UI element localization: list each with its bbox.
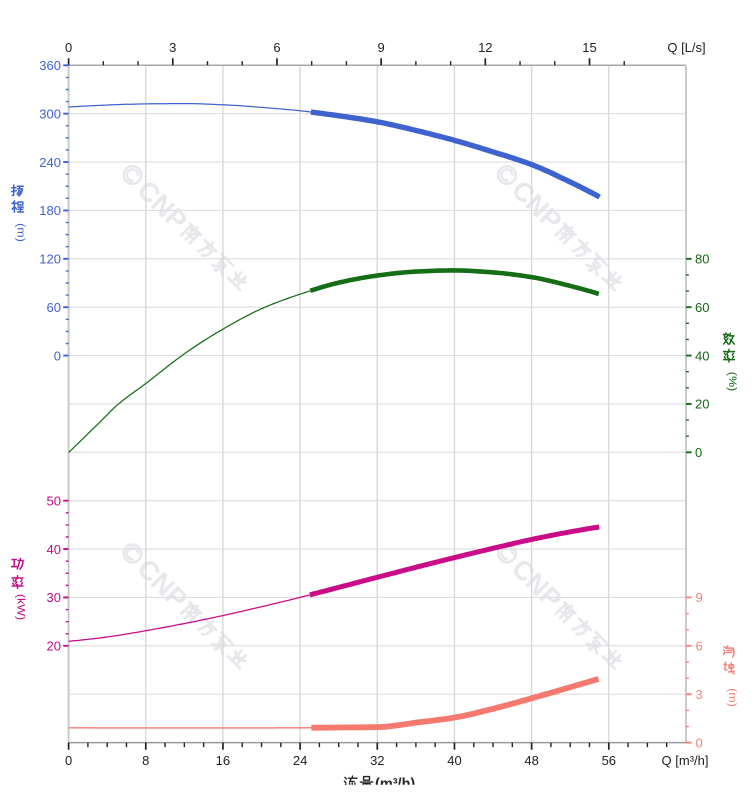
svg-text:60: 60 bbox=[47, 300, 61, 315]
svg-text:12: 12 bbox=[478, 40, 492, 55]
svg-text:6: 6 bbox=[273, 40, 280, 55]
svg-text:60: 60 bbox=[695, 300, 709, 315]
svg-text:0: 0 bbox=[695, 445, 702, 460]
svg-text:80: 80 bbox=[695, 252, 709, 267]
svg-text:8: 8 bbox=[142, 753, 149, 768]
svg-text:40: 40 bbox=[47, 542, 61, 557]
svg-text:(m): (m) bbox=[15, 223, 27, 242]
svg-text:32: 32 bbox=[370, 753, 384, 768]
svg-text:48: 48 bbox=[524, 753, 538, 768]
svg-text:50: 50 bbox=[47, 493, 61, 508]
svg-text:0: 0 bbox=[65, 753, 72, 768]
svg-text:(kW): (kW) bbox=[15, 594, 27, 621]
svg-text:6: 6 bbox=[696, 639, 703, 654]
svg-text:9: 9 bbox=[696, 590, 703, 605]
svg-text:24: 24 bbox=[293, 753, 307, 768]
svg-text:360: 360 bbox=[39, 58, 61, 73]
svg-text:40: 40 bbox=[695, 348, 709, 363]
svg-text:300: 300 bbox=[39, 106, 61, 121]
svg-text:15: 15 bbox=[582, 40, 596, 55]
svg-text:16: 16 bbox=[216, 753, 230, 768]
svg-text:Q [m³/h]: Q [m³/h] bbox=[662, 753, 709, 768]
svg-text:0: 0 bbox=[54, 348, 61, 363]
svg-text:0: 0 bbox=[65, 40, 72, 55]
svg-text:40: 40 bbox=[447, 753, 461, 768]
svg-text:Q [L/s]: Q [L/s] bbox=[667, 40, 705, 55]
svg-text:20: 20 bbox=[695, 397, 709, 412]
svg-text:30: 30 bbox=[47, 590, 61, 605]
svg-text:(m): (m) bbox=[726, 688, 738, 707]
svg-text:240: 240 bbox=[39, 155, 61, 170]
svg-text:20: 20 bbox=[47, 639, 61, 654]
svg-text:3: 3 bbox=[696, 687, 703, 702]
svg-text:120: 120 bbox=[39, 252, 61, 267]
svg-text:180: 180 bbox=[39, 203, 61, 218]
svg-text:56: 56 bbox=[602, 753, 616, 768]
svg-text:(m³/h): (m³/h) bbox=[375, 777, 415, 793]
svg-text:0: 0 bbox=[696, 735, 703, 750]
svg-text:3: 3 bbox=[169, 40, 176, 55]
svg-text:9: 9 bbox=[377, 40, 384, 55]
svg-text:(%): (%) bbox=[726, 372, 738, 392]
